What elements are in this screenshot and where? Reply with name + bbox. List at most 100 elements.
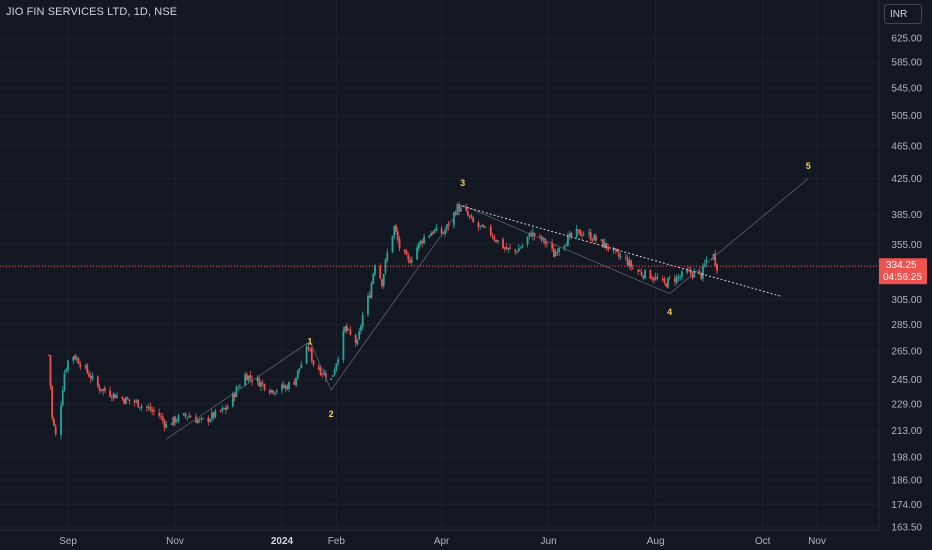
candle-body	[570, 232, 573, 237]
trendline[interactable]	[462, 205, 781, 297]
candle-body	[603, 242, 606, 248]
candle-body	[196, 419, 199, 424]
wave-label-1: 1	[308, 336, 313, 346]
candle-body	[135, 400, 138, 403]
currency-selector[interactable]: INR	[884, 4, 922, 24]
candle-body	[637, 269, 639, 272]
x-tick-label: Sep	[59, 536, 77, 547]
candle-body	[317, 365, 320, 370]
candle-body	[663, 278, 666, 283]
x-tick-label: Apr	[434, 536, 450, 547]
time-axis[interactable]: Sep Nov 2024 Feb Apr Jun Aug Oct Nov	[0, 529, 878, 547]
candle-body	[689, 270, 692, 274]
candle-body	[65, 369, 68, 372]
candle-body	[223, 408, 226, 409]
candle-body	[667, 277, 669, 288]
candle-body	[503, 247, 506, 249]
candle-body	[153, 410, 155, 412]
candle-body	[284, 385, 287, 388]
candle-body	[440, 228, 443, 234]
candle-body	[470, 216, 473, 218]
y-tick-label: 245.00	[891, 375, 922, 386]
candle-body	[165, 424, 168, 428]
candle-body	[151, 409, 154, 412]
candle-body	[331, 375, 334, 378]
candle-body	[295, 377, 297, 386]
candle-body	[507, 247, 510, 250]
candle-body	[226, 406, 229, 410]
candle-body	[600, 239, 603, 241]
candle-body	[421, 241, 424, 244]
candle-body	[579, 229, 582, 236]
candle-body	[545, 242, 548, 244]
candle-body	[616, 249, 618, 253]
candle-body	[274, 392, 276, 394]
candle-body	[531, 232, 534, 237]
candle-body	[631, 268, 634, 269]
candle-body	[679, 276, 682, 278]
candle-body	[260, 382, 262, 387]
candle-body	[442, 232, 445, 234]
candle-body	[282, 384, 285, 388]
candle-body	[231, 392, 234, 407]
candle-body	[381, 279, 383, 287]
x-tick-label: Nov	[808, 536, 826, 547]
candle-body	[128, 399, 131, 401]
candle-body	[247, 375, 250, 382]
candle-body	[305, 346, 308, 364]
resistance-trendline[interactable]	[462, 205, 781, 297]
candle-body	[146, 406, 148, 408]
candle-body	[212, 412, 215, 418]
x-tick-label: Nov	[166, 536, 184, 547]
candle-body	[681, 271, 683, 277]
candle-body	[74, 355, 76, 360]
candle-body	[665, 283, 668, 287]
candle-body	[581, 234, 583, 237]
y-tick-label: 213.00	[891, 426, 922, 437]
candle-body	[54, 426, 57, 435]
candle-body	[214, 410, 217, 418]
candle-body	[407, 255, 410, 260]
candle-body	[293, 382, 296, 385]
candle-body	[398, 239, 401, 249]
candle-body	[495, 240, 497, 242]
candle-body	[649, 270, 652, 279]
candle-body	[607, 247, 610, 250]
candle-body	[484, 226, 487, 228]
candle-body	[244, 374, 247, 387]
candle-body	[582, 234, 585, 236]
candle-body	[423, 236, 425, 244]
candle-body	[239, 386, 241, 388]
candle-body	[563, 245, 566, 249]
candle-body	[209, 419, 211, 422]
candle-body	[544, 238, 547, 244]
candle-body	[551, 242, 554, 249]
candle-body	[307, 346, 310, 349]
candle-body	[368, 295, 371, 298]
candle-body	[698, 270, 701, 273]
candle-body	[626, 258, 629, 266]
candle-body	[233, 393, 236, 398]
candle-body	[540, 236, 543, 241]
candle-body	[224, 407, 227, 411]
y-tick-label: 625.00	[891, 34, 922, 45]
x-tick-label: Feb	[328, 536, 346, 547]
candle-body	[296, 370, 299, 378]
candle-body	[514, 249, 517, 252]
candle-body	[479, 225, 482, 227]
candle-body	[417, 242, 420, 249]
candle-body	[88, 373, 90, 377]
candle-body	[568, 233, 571, 236]
grid-lines	[0, 0, 878, 530]
candle-body	[186, 417, 189, 419]
x-tick-label: Jun	[541, 536, 557, 547]
candle-body	[188, 415, 190, 418]
candle-body	[309, 348, 311, 350]
wave-label-3: 3	[460, 178, 465, 188]
candle-body	[688, 270, 690, 272]
candle-body	[112, 393, 115, 398]
candle-body	[172, 416, 175, 425]
candle-body	[358, 331, 361, 339]
candle-body	[619, 256, 622, 258]
